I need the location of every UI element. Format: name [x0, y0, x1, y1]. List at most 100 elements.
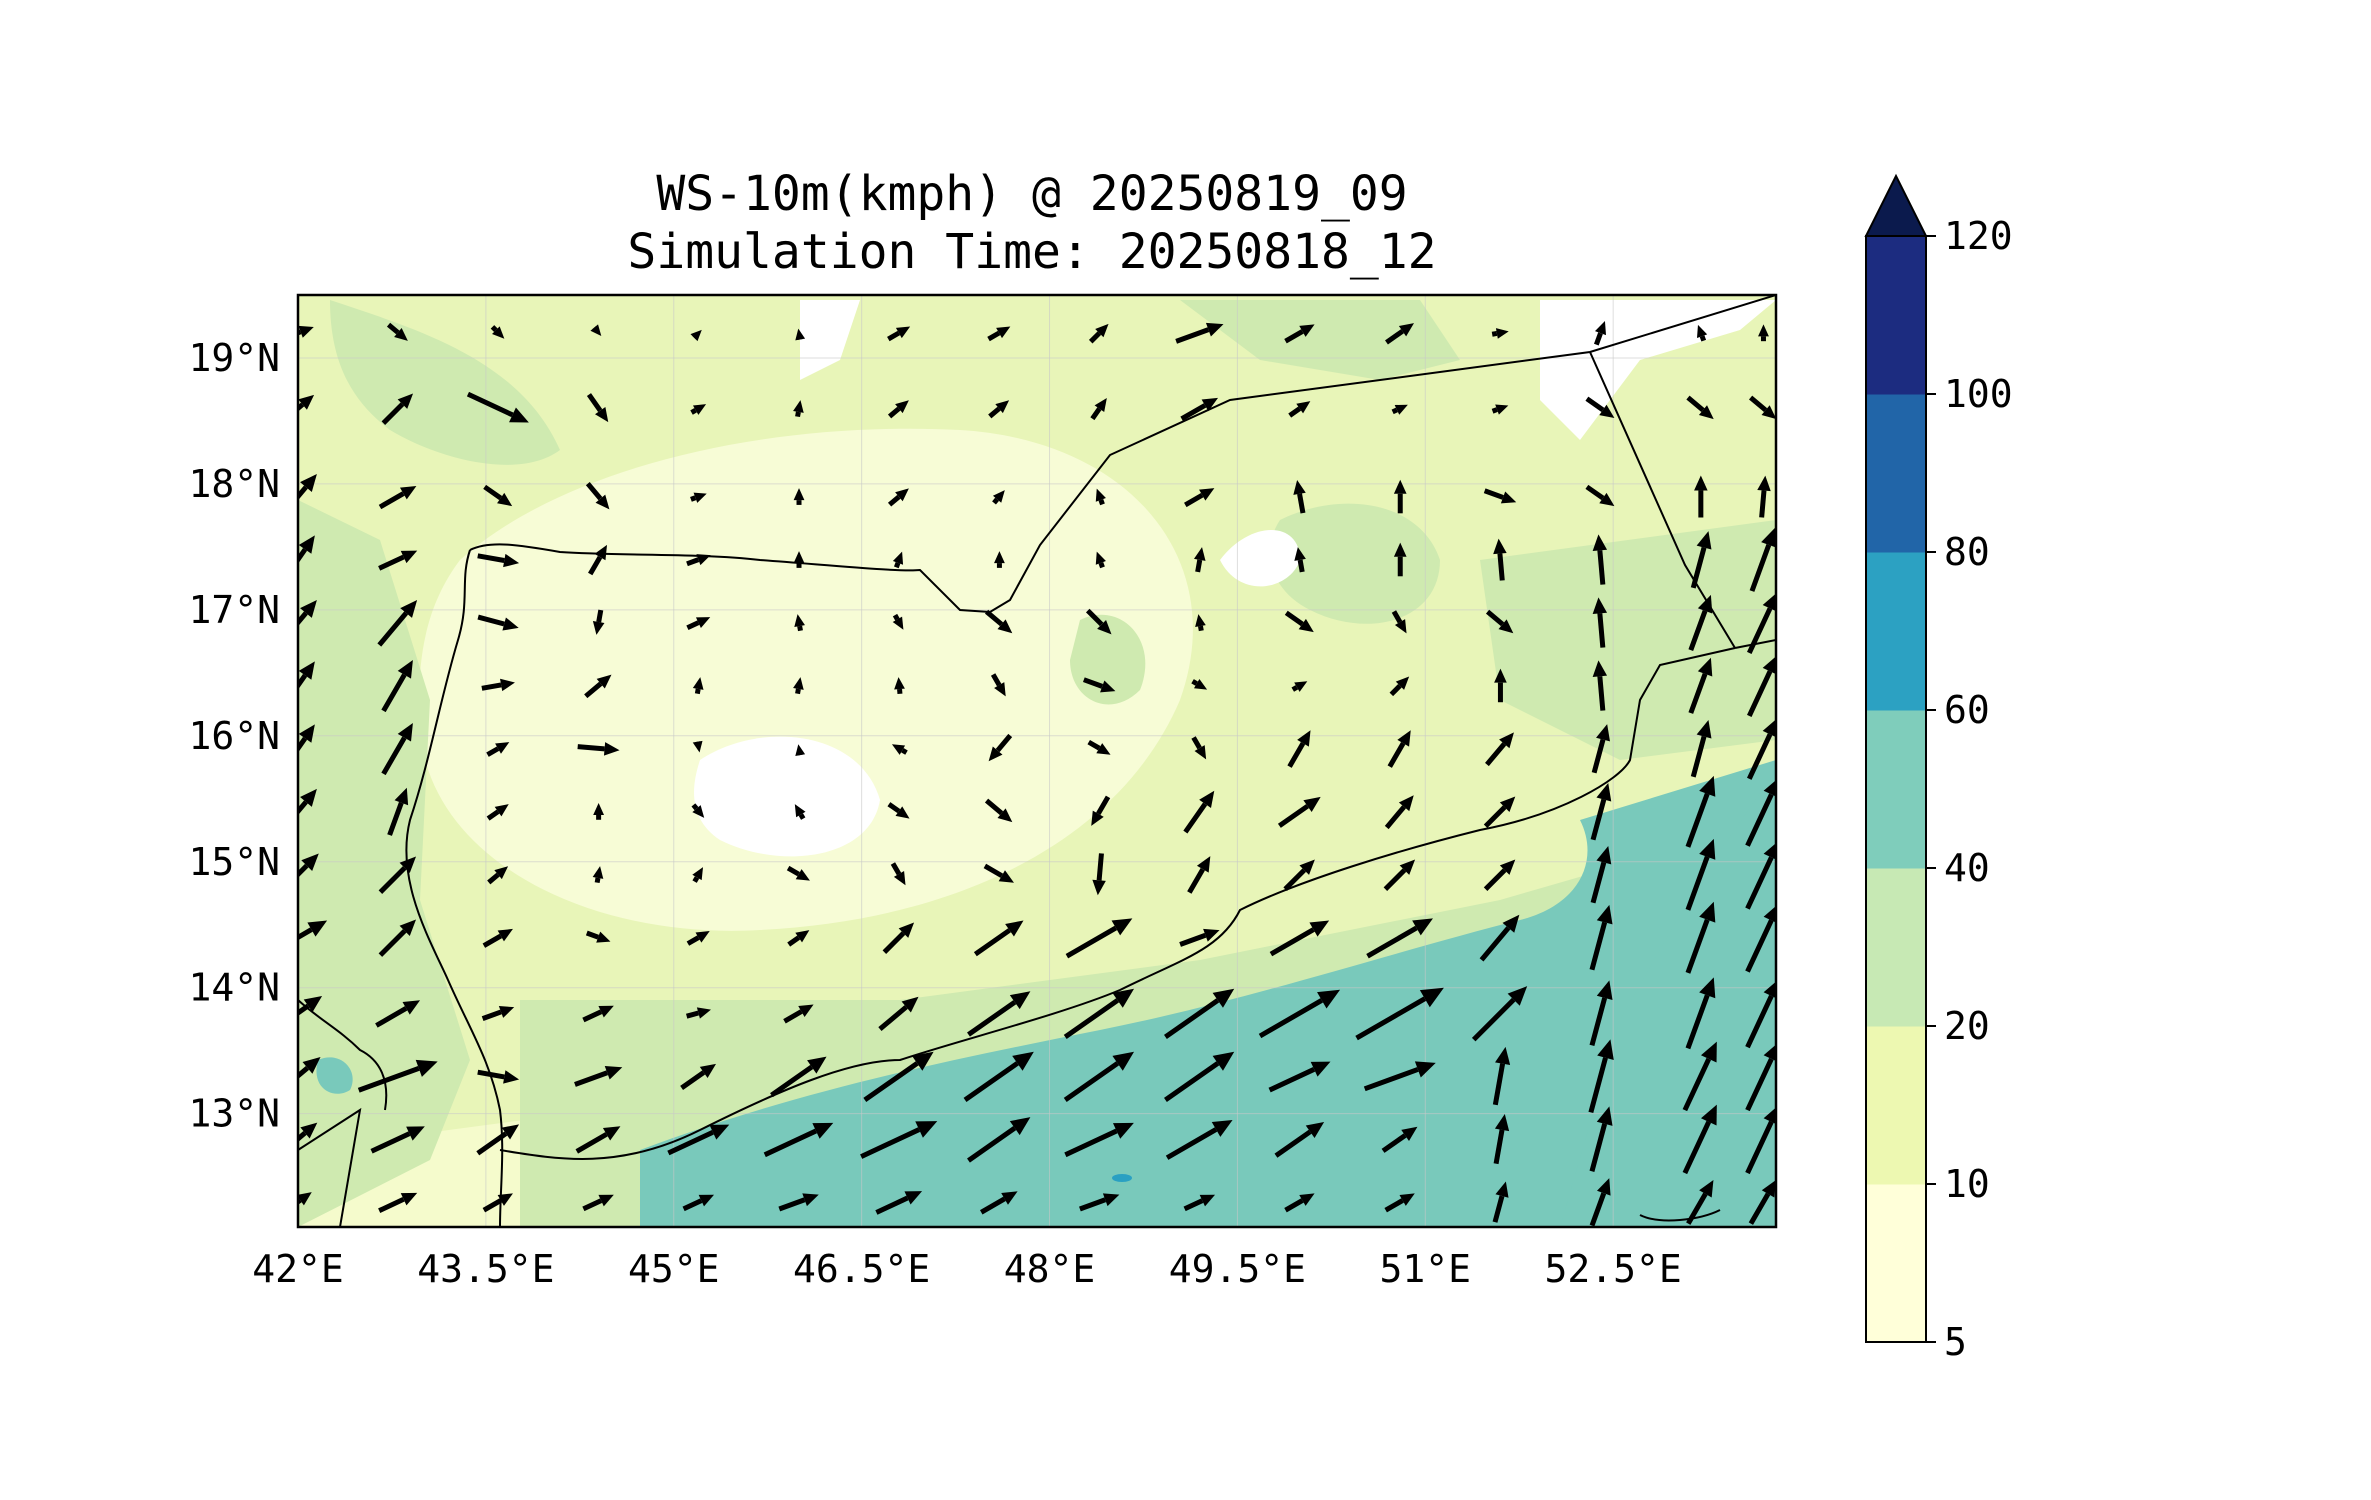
- wind-arrow: [1589, 904, 1613, 971]
- wind-arrow: [1393, 542, 1407, 577]
- wind-arrow: [378, 486, 417, 510]
- lon-tick-label: 46.5°E: [793, 1247, 930, 1291]
- wind-arrow: [787, 930, 810, 947]
- wind-arrow: [979, 1191, 1018, 1215]
- northeast-green: [1180, 300, 1460, 380]
- wind-arrow: [1187, 856, 1211, 894]
- wind-arrow: [577, 742, 620, 756]
- wind-arrow: [1087, 739, 1111, 755]
- wind-arrow: [477, 614, 519, 631]
- wind-arrow: [582, 1194, 614, 1212]
- wind-arrow: [1384, 795, 1414, 830]
- wind-arrow: [1082, 677, 1116, 693]
- wind-arrow: [793, 400, 804, 418]
- wind-arrow: [1745, 1107, 1776, 1175]
- wind-arrow: [973, 920, 1024, 957]
- wind-arrow: [1088, 323, 1109, 344]
- colorbar-segment: [1866, 1184, 1926, 1343]
- wind-arrow: [377, 599, 418, 647]
- wind-arrow: [1492, 1181, 1509, 1223]
- yemen-saudi-border: [469, 295, 1776, 614]
- wind-arrow: [1483, 796, 1516, 828]
- wind-arrow: [680, 1063, 717, 1090]
- wind-arrow: [1745, 843, 1776, 910]
- wind-arrow: [1688, 657, 1713, 714]
- wind-arrow: [686, 554, 711, 567]
- colorbar-frame: [1865, 235, 1927, 1343]
- colorbar-label: 100: [1944, 372, 2013, 416]
- wind-arrow: [1383, 859, 1416, 891]
- lat-tick-label: 18°N: [188, 462, 280, 506]
- wind-arrow: [298, 1122, 318, 1143]
- wind-arrow: [1393, 479, 1407, 514]
- wind-arrow: [1694, 475, 1708, 518]
- wind-arrow: [691, 803, 705, 818]
- wind-arrow: [298, 599, 317, 627]
- wind-arrow: [1079, 1193, 1120, 1212]
- wind-arrow: [1745, 780, 1776, 847]
- wind-arrow: [667, 1124, 730, 1156]
- wind-arrow: [1284, 1193, 1315, 1213]
- wind-arrow: [987, 326, 1011, 342]
- wind-arrow: [887, 400, 909, 419]
- wind-arrow: [1592, 534, 1608, 585]
- wind-arrow: [1283, 859, 1315, 891]
- longitude-axis: 42°E 43.5°E 45°E 46.5°E 48°E 49.5°E 51°E 52.5°E: [252, 1247, 1682, 1291]
- wind-arrow: [1697, 324, 1708, 342]
- wind-arrow: [1183, 790, 1215, 834]
- east-green-band: [1480, 520, 1776, 760]
- wind-arrow: [585, 930, 611, 943]
- wind-arrow: [378, 856, 417, 894]
- wind-arrow: [1589, 1106, 1613, 1172]
- wind-arrow: [1163, 1051, 1235, 1103]
- wind-arrow: [1748, 395, 1776, 420]
- wind-arrow: [994, 551, 1005, 568]
- wind-arrow: [967, 1117, 1031, 1163]
- wind-arrow: [1688, 594, 1713, 651]
- wind-arrow: [486, 742, 510, 757]
- wind-arrow: [882, 922, 915, 954]
- wind-arrow: [1193, 547, 1206, 573]
- wind-arrow: [1685, 901, 1716, 974]
- colorbar: 5 10 20 40 60 80 100 120: [1864, 173, 2013, 1364]
- latitude-axis: 19°N 18°N 17°N 16°N 15°N 14°N 13°N: [188, 336, 280, 1136]
- wind-arrow: [1491, 328, 1509, 339]
- wind-arrow: [1284, 324, 1315, 344]
- wind-arrow: [875, 1191, 923, 1215]
- wind-arrow: [887, 326, 911, 342]
- wind-arrow: [381, 659, 413, 713]
- wind-arrow: [1063, 1051, 1135, 1103]
- wind-arrow: [593, 802, 605, 820]
- wind-arrow: [386, 322, 408, 341]
- wind-arrow: [860, 1121, 938, 1159]
- wind-arrow: [1175, 322, 1224, 344]
- wind-arrow: [686, 617, 711, 631]
- wind-arrow: [477, 553, 520, 568]
- lon-tick-label: 48°E: [1004, 1247, 1096, 1291]
- wind-arrow: [1483, 859, 1516, 891]
- wind-arrow: [1095, 551, 1106, 569]
- wind-arrow: [1748, 1180, 1776, 1225]
- wind-arrow: [890, 862, 906, 886]
- colorbar-segment: [1866, 710, 1926, 869]
- wind-arrow: [381, 393, 414, 425]
- lon-tick-label: 45°E: [628, 1247, 720, 1291]
- wind-arrow: [887, 802, 910, 819]
- wind-arrow: [1091, 795, 1111, 826]
- wind-arrow: [793, 677, 804, 695]
- socotra-coast: [1639, 1209, 1721, 1222]
- colorbar-segment: [1866, 236, 1926, 395]
- map-title-line2: Simulation Time: 20250818_12: [627, 224, 1436, 280]
- wind-arrow: [1745, 906, 1776, 973]
- wind-arrow: [1277, 796, 1321, 828]
- wind-arrow: [1747, 719, 1776, 780]
- colorbar-extend-arrow: [1864, 173, 1928, 237]
- wind-arrow: [963, 1051, 1034, 1103]
- wind-arrow: [1090, 398, 1107, 421]
- wind-arrow: [1258, 989, 1341, 1039]
- wind-arrow: [1366, 918, 1433, 959]
- wind-arrow: [1063, 988, 1135, 1040]
- wind-arrow: [1491, 404, 1509, 415]
- wind-arrow: [387, 787, 409, 836]
- red-sea-coast: [405, 549, 504, 1227]
